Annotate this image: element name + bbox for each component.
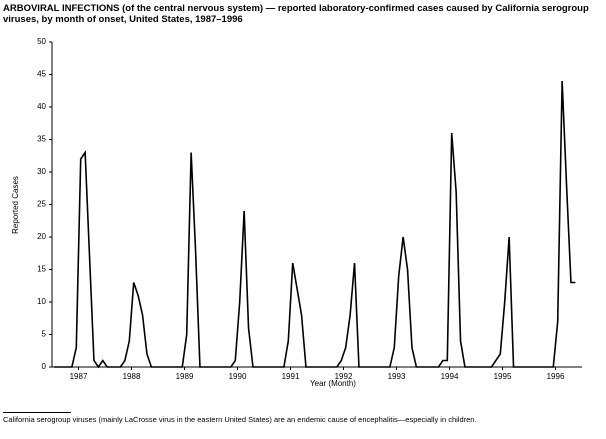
x-tick-label: 1987 — [70, 372, 88, 381]
chart-title: ARBOVIRAL INFECTIONS (of the central ner… — [3, 3, 589, 25]
x-tick-label: 1988 — [123, 372, 141, 381]
y-tick-label: 0 — [42, 362, 47, 371]
y-tick-label: 25 — [37, 200, 46, 209]
y-tick-label: 50 — [37, 37, 46, 46]
x-tick-label: 1996 — [547, 372, 565, 381]
x-axis-label: Year (Month) — [310, 379, 356, 388]
y-tick-label: 35 — [37, 135, 46, 144]
x-tick-label: 1995 — [494, 372, 512, 381]
y-tick-label: 45 — [37, 70, 46, 79]
x-tick-label: 1991 — [282, 372, 300, 381]
x-tick-label: 1992 — [335, 372, 353, 381]
y-tick-label: 20 — [37, 232, 46, 241]
x-tick-label: 1990 — [229, 372, 247, 381]
footnote-rule — [3, 412, 71, 413]
footnote: California serogroup viruses (mainly LaC… — [3, 415, 477, 424]
y-tick-label: 15 — [37, 265, 46, 274]
x-tick-label: 1989 — [176, 372, 194, 381]
data-line — [54, 80, 576, 369]
x-tick-label: 1993 — [388, 372, 406, 381]
x-tick-label: 1994 — [441, 372, 459, 381]
y-tick-label: 40 — [37, 102, 46, 111]
y-tick-label: 5 — [42, 330, 47, 339]
y-tick-label: 10 — [37, 297, 46, 306]
y-tick-label: 30 — [37, 167, 46, 176]
y-axis-label: Reported Cases — [11, 176, 20, 234]
